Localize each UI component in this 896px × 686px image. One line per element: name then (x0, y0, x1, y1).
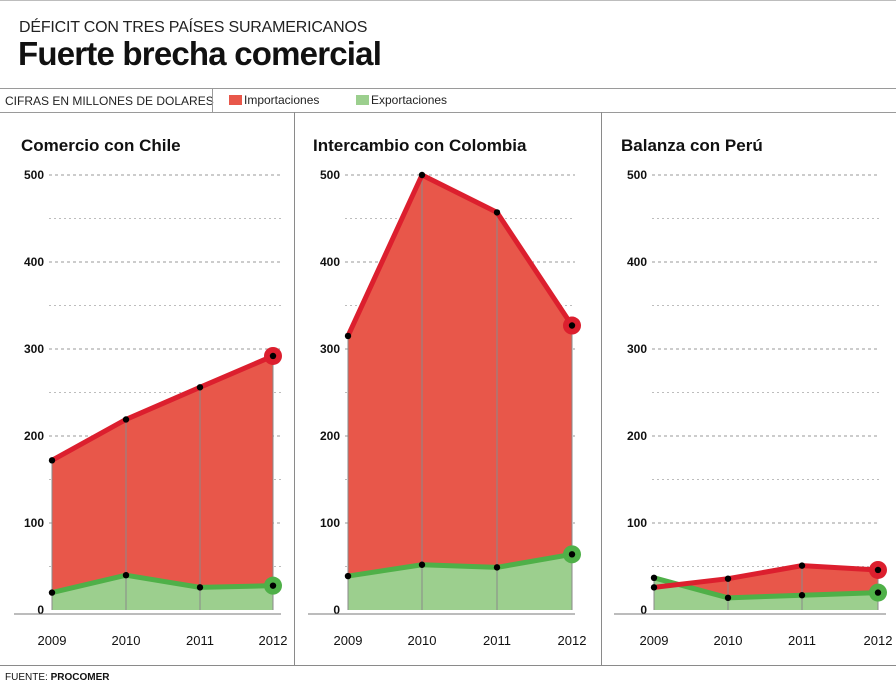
y-tick-label: 0 (333, 603, 340, 617)
legend-swatch-exports (356, 95, 369, 105)
exports-point (344, 572, 352, 580)
x-tick-label: 2012 (259, 633, 288, 648)
imports-point (798, 562, 806, 569)
exports-point (122, 572, 130, 579)
legend-label-imports: Importaciones (244, 93, 320, 107)
exports-point (48, 589, 56, 596)
exports-point (493, 564, 501, 571)
exports-point (798, 592, 806, 599)
y-tick-label: 400 (320, 255, 340, 269)
kicker: DÉFICIT CON TRES PAÍSES SURAMERICANOS (19, 19, 368, 36)
y-tick-label: 300 (320, 342, 340, 356)
y-tick-label: 0 (640, 603, 647, 617)
exports-point (418, 561, 426, 568)
x-tick-label: 2010 (408, 633, 437, 648)
source-name: PROCOMER (50, 672, 110, 683)
imports-point (269, 352, 277, 360)
source-label: FUENTE: (5, 672, 48, 683)
legend-label-exports: Exportaciones (371, 93, 448, 107)
imports-line (50, 353, 274, 463)
y-tick-label: 400 (24, 255, 44, 269)
bottom-rule (0, 665, 896, 666)
exports-line (653, 575, 879, 601)
y-tick-label: 500 (320, 168, 340, 182)
x-tick-label: 2012 (558, 633, 587, 648)
panel-title: Intercambio con Colombia (313, 136, 527, 155)
y-tick-label: 200 (627, 429, 647, 443)
chart-panel-3: Balanza con Perú 0 100 200 300 400 500 2009 2010… (614, 136, 892, 648)
y-tick-label: 500 (24, 168, 44, 182)
y-tick-label: 200 (24, 429, 44, 443)
y-tick-label: 200 (320, 429, 340, 443)
legend-swatch-imports (229, 95, 242, 105)
legend-item-exports: Exportaciones (356, 93, 447, 107)
y-tick-label: 100 (24, 516, 44, 530)
y-tick-label: 300 (627, 342, 647, 356)
legend-item-imports: Importaciones (229, 93, 319, 107)
exports-point (650, 574, 658, 582)
imports-area (348, 175, 572, 610)
imports-line (653, 563, 879, 590)
exports-line (51, 572, 274, 596)
imports-point (568, 322, 576, 329)
top-rule (0, 0, 896, 1)
x-tick-label: 2009 (334, 633, 363, 648)
exports-line (347, 551, 573, 579)
x-tick-label: 2011 (483, 633, 511, 648)
x-tick-label: 2011 (186, 633, 214, 648)
exports-area (52, 575, 273, 610)
y-tick-label: 100 (320, 516, 340, 530)
imports-point (874, 566, 882, 574)
imports-line (345, 172, 575, 337)
imports-area (52, 355, 273, 610)
x-tick-label: 2010 (714, 633, 743, 648)
imports-point (48, 457, 56, 464)
x-tick-label: 2012 (864, 633, 893, 648)
exports-point (269, 582, 277, 589)
headline: Fuerte brecha comercial (18, 35, 382, 72)
y-tick-label: 0 (37, 603, 44, 617)
legend-divider (212, 89, 213, 112)
imports-point (418, 171, 426, 179)
chart-panel-2: Intercambio con Colombia 0 100 200 300 400 500… (308, 136, 586, 648)
x-tick-label: 2009 (38, 633, 67, 648)
exports-point (724, 594, 732, 602)
panel-title: Comercio con Chile (21, 136, 181, 155)
legend-bar: CIFRAS EN MILLONES DE DOLARES Importacio… (0, 88, 896, 113)
imports-point (122, 416, 130, 423)
imports-point (196, 384, 204, 391)
imports-point (344, 332, 352, 340)
x-tick-label: 2011 (788, 633, 816, 648)
x-tick-label: 2009 (640, 633, 669, 648)
panel-divider (601, 112, 602, 665)
panel-title: Balanza con Perú (621, 136, 763, 155)
panel-divider (294, 112, 295, 665)
exports-point (568, 551, 576, 558)
y-tick-label: 300 (24, 342, 44, 356)
imports-point (493, 209, 501, 216)
exports-point (196, 584, 204, 591)
y-tick-label: 500 (627, 168, 647, 182)
y-tick-label: 100 (627, 516, 647, 530)
exports-point (874, 589, 882, 596)
chart-panel-1: Comercio con Chile 0 100 200 300 400 500 2009 20… (14, 136, 287, 648)
x-tick-label: 2010 (112, 633, 141, 648)
imports-point (650, 584, 658, 591)
y-tick-label: 400 (627, 255, 647, 269)
exports-area (654, 577, 878, 610)
source-credit: FUENTE: PROCOMER (5, 672, 109, 683)
units-label: CIFRAS EN MILLONES DE DOLARES (5, 94, 214, 108)
imports-point (724, 575, 732, 582)
